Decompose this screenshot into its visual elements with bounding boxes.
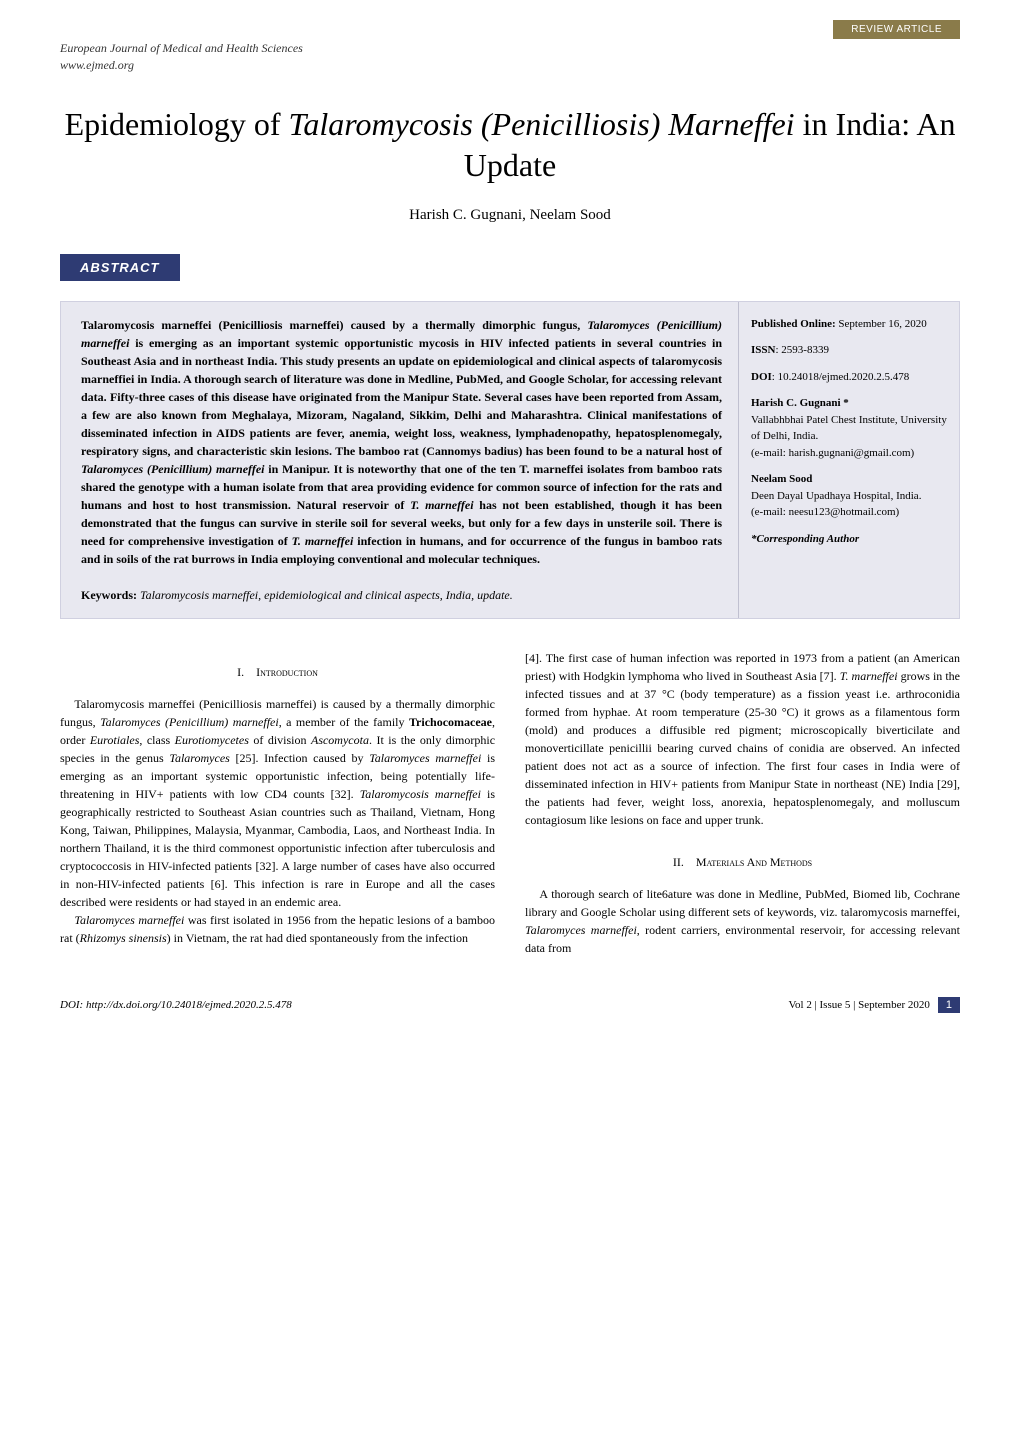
- author1-email: (e-mail: harish.gugnani@gmail.com): [751, 445, 947, 462]
- right-column: [4]. The first case of human infection w…: [525, 649, 960, 957]
- left-column: I. Introduction Talaromycosis marneffei …: [60, 649, 495, 957]
- author1-name: Harish C. Gugnani *: [751, 395, 947, 412]
- abstract-main: Talaromycosis marneffei (Penicilliosis m…: [61, 302, 739, 618]
- footer-right: Vol 2 | Issue 5 | September 2020 1: [788, 997, 960, 1013]
- keywords-text: Talaromycosis marneffei, epidemiological…: [140, 588, 513, 602]
- page-footer: DOI: http://dx.doi.org/10.24018/ejmed.20…: [60, 997, 960, 1013]
- author1-affil: Vallabhbhai Patel Chest Institute, Unive…: [751, 412, 947, 445]
- sidebar-author-2: Neelam Sood Deen Dayal Upadhaya Hospital…: [751, 471, 947, 521]
- journal-name: European Journal of Medical and Health S…: [60, 40, 960, 57]
- sidebar-author-1: Harish C. Gugnani * Vallabhbhai Patel Ch…: [751, 395, 947, 461]
- methods-num: II.: [673, 855, 684, 869]
- published-online: Published Online: September 16, 2020: [751, 316, 947, 333]
- journal-header: European Journal of Medical and Health S…: [60, 40, 960, 74]
- issn-value: : 2593-8339: [775, 344, 828, 356]
- authors-line: Harish C. Gugnani, Neelam Sood: [60, 207, 960, 224]
- abstract-text: Talaromycosis marneffei (Penicilliosis m…: [81, 316, 722, 568]
- footer-page-number: 1: [938, 997, 960, 1013]
- intro-heading-text: Introduction: [256, 665, 318, 679]
- doi-value: : 10.24018/ejmed.2020.2.5.478: [772, 371, 910, 383]
- intro-p2: Talaromyces marneffei was first isolated…: [60, 911, 495, 947]
- title-italic: Talaromycosis (Penicilliosis) Marneffei: [289, 106, 795, 142]
- abstract-box: Talaromycosis marneffei (Penicilliosis m…: [60, 301, 960, 619]
- body-columns: I. Introduction Talaromycosis marneffei …: [60, 649, 960, 957]
- corresponding-author: *Corresponding Author: [751, 531, 947, 548]
- intro-col2: [4]. The first case of human infection w…: [525, 649, 960, 829]
- title-pre: Epidemiology of: [65, 106, 289, 142]
- footer-doi: DOI: http://dx.doi.org/10.24018/ejmed.20…: [60, 999, 292, 1011]
- author2-affil: Deen Dayal Upadhaya Hospital, India.: [751, 488, 947, 505]
- issn-label: ISSN: [751, 344, 775, 356]
- abstract-container: ABSTRACT Talaromycosis marneffei (Penici…: [60, 254, 960, 619]
- intro-heading: I. Introduction: [60, 663, 495, 681]
- methods-heading-text: Materials And Methods: [696, 855, 812, 869]
- author2-email: (e-mail: neesu123@hotmail.com): [751, 504, 947, 521]
- issn: ISSN: 2593-8339: [751, 342, 947, 359]
- abstract-label: ABSTRACT: [60, 254, 180, 281]
- intro-p1: Talaromycosis marneffei (Penicilliosis m…: [60, 695, 495, 911]
- doi-label: DOI: [751, 371, 772, 383]
- review-article-tag: REVIEW ARTICLE: [833, 20, 960, 39]
- abstract-sidebar: Published Online: September 16, 2020 ISS…: [739, 302, 959, 618]
- journal-url: www.ejmed.org: [60, 57, 960, 74]
- keywords-label: Keywords:: [81, 588, 137, 602]
- keywords: Keywords: Talaromycosis marneffei, epide…: [81, 586, 722, 604]
- published-label: Published Online:: [751, 318, 836, 330]
- methods-p: A thorough search of lite6ature was done…: [525, 885, 960, 957]
- article-title: Epidemiology of Talaromycosis (Penicilli…: [60, 104, 960, 187]
- author2-name: Neelam Sood: [751, 471, 947, 488]
- footer-issue: Vol 2 | Issue 5 | September 2020: [788, 999, 929, 1011]
- methods-heading: II. Materials And Methods: [525, 853, 960, 871]
- doi: DOI: 10.24018/ejmed.2020.2.5.478: [751, 369, 947, 386]
- published-value: September 16, 2020: [838, 318, 926, 330]
- intro-num: I.: [237, 665, 244, 679]
